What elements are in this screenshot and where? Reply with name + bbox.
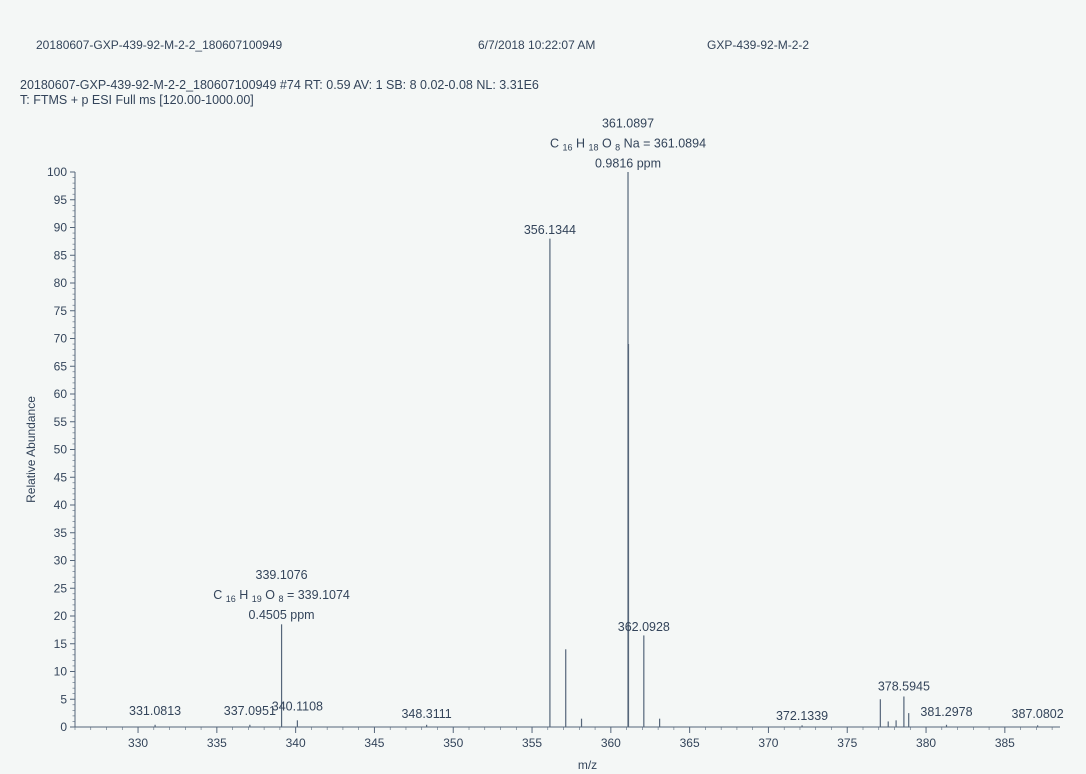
formula-part: 19 bbox=[252, 594, 262, 604]
y-tick-label: 70 bbox=[54, 332, 68, 346]
peak-label: 378.5945 bbox=[878, 679, 930, 693]
x-tick-label: 370 bbox=[758, 736, 778, 750]
formula-part: 8 bbox=[278, 594, 283, 604]
peak-label: 356.1344 bbox=[524, 223, 576, 237]
formula-part: H bbox=[239, 588, 252, 602]
y-tick-label: 10 bbox=[54, 665, 68, 679]
y-tick-label: 60 bbox=[54, 387, 68, 401]
y-tick-label: 95 bbox=[54, 193, 68, 207]
x-tick-label: 340 bbox=[286, 736, 306, 750]
formula-part: = bbox=[643, 137, 654, 151]
formula-part: C bbox=[213, 588, 226, 602]
peak-label: C 16 H 19 O 8 = 339.1074 bbox=[213, 588, 350, 604]
peak-label: 387.0802 bbox=[1012, 707, 1064, 721]
x-tick-label: 365 bbox=[680, 736, 700, 750]
scan-type-line: T: FTMS + p ESI Full ms [120.00-1000.00] bbox=[20, 93, 254, 107]
peak-label: 361.0897 bbox=[602, 117, 654, 131]
y-tick-label: 90 bbox=[54, 221, 68, 235]
x-tick-label: 330 bbox=[128, 736, 148, 750]
y-tick-label: 20 bbox=[54, 609, 68, 623]
formula-part: O bbox=[265, 588, 278, 602]
peak-label: 362.0928 bbox=[618, 620, 670, 634]
y-axis-title: Relative Abundance bbox=[24, 396, 38, 503]
x-tick-label: 355 bbox=[522, 736, 542, 750]
x-tick-label: 350 bbox=[443, 736, 463, 750]
peak-label: 348.3111 bbox=[401, 707, 451, 721]
y-tick-label: 80 bbox=[54, 276, 68, 290]
chart-axis-titles: m/z Relative Abundance bbox=[24, 396, 597, 772]
peak-label: 337.0951 bbox=[224, 704, 276, 718]
x-tick-label: 360 bbox=[601, 736, 621, 750]
formula-part: 16 bbox=[562, 143, 572, 153]
chart-ticks: 0 5 10 15 20 25 30 35 40 45 50 55 60 65 70 75 80 85 90 95 10… bbox=[47, 165, 1053, 750]
formula-part: C bbox=[550, 137, 563, 151]
header-sample-id: GXP-439-92-M-2-2 bbox=[707, 38, 810, 52]
x-tick-label: 375 bbox=[837, 736, 857, 750]
y-tick-label: 30 bbox=[54, 554, 68, 568]
y-tick-label: 0 bbox=[60, 720, 67, 734]
x-axis-title: m/z bbox=[578, 758, 597, 772]
y-tick-label: 5 bbox=[60, 692, 67, 706]
y-tick-label: 25 bbox=[54, 581, 68, 595]
y-tick-label: 55 bbox=[54, 415, 68, 429]
formula-part: Na bbox=[624, 137, 643, 151]
chart-peaks bbox=[154, 172, 1039, 727]
peak-label: C 16 H 18 O 8 Na = 361.0894 bbox=[550, 137, 706, 153]
x-tick-label: 380 bbox=[916, 736, 936, 750]
x-tick-label: 385 bbox=[995, 736, 1015, 750]
formula-part: 18 bbox=[588, 143, 598, 153]
formula-part: = bbox=[287, 588, 298, 602]
chart-peak-labels: 331.0813 337.0951 339.1076 C 16 H 19 O 8 = … bbox=[129, 117, 1064, 723]
x-tick-label: 335 bbox=[207, 736, 227, 750]
y-tick-label: 15 bbox=[54, 637, 68, 651]
formula-part: 16 bbox=[226, 594, 236, 604]
chart-axes bbox=[74, 172, 1060, 728]
formula-part: 8 bbox=[615, 143, 620, 153]
formula-part: H bbox=[576, 137, 589, 151]
header-date-time: 6/7/2018 10:22:07 AM bbox=[478, 38, 596, 52]
peak-label: 381.2978 bbox=[920, 705, 972, 719]
peak-label: 340.1108 bbox=[272, 699, 323, 713]
y-tick-label: 65 bbox=[54, 359, 68, 373]
y-tick-label: 40 bbox=[54, 498, 68, 512]
x-tick-label: 345 bbox=[364, 736, 384, 750]
y-tick-label: 45 bbox=[54, 470, 68, 484]
peak-label: 0.9816 ppm bbox=[595, 157, 661, 171]
peak-label: 0.4505 ppm bbox=[249, 608, 315, 622]
y-tick-label: 50 bbox=[54, 443, 68, 457]
formula-part: O bbox=[602, 137, 615, 151]
formula-part: 339.1074 bbox=[298, 588, 350, 602]
peak-label: 331.0813 bbox=[129, 704, 181, 718]
header-file-name: 20180607-GXP-439-92-M-2-2_180607100949 bbox=[36, 38, 283, 52]
y-tick-label: 75 bbox=[54, 304, 68, 318]
peak-label: 372.1339 bbox=[776, 709, 828, 723]
y-tick-label: 35 bbox=[54, 526, 68, 540]
formula-part: 361.0894 bbox=[654, 137, 706, 151]
y-tick-label: 85 bbox=[54, 248, 68, 262]
scan-info-line: 20180607-GXP-439-92-M-2-2_180607100949 #… bbox=[20, 78, 539, 92]
y-tick-label: 100 bbox=[47, 165, 67, 179]
peak-label: 339.1076 bbox=[256, 568, 308, 582]
